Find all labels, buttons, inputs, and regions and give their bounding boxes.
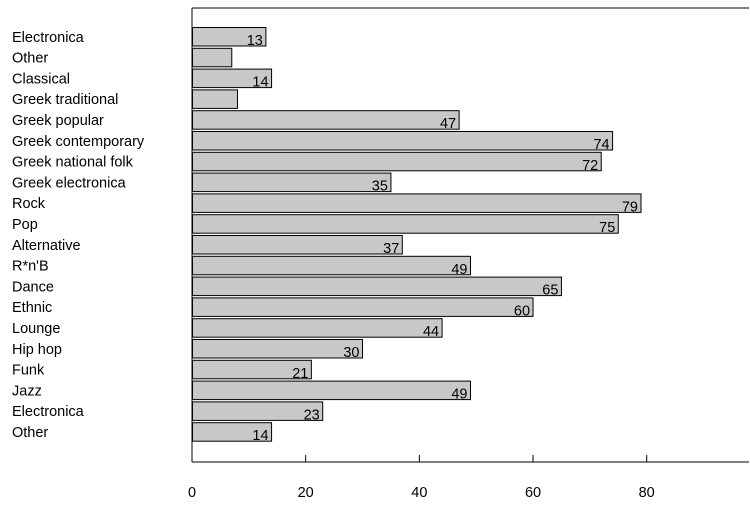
bar — [192, 151, 602, 172]
bar — [192, 380, 471, 401]
category-label: Funk — [12, 363, 45, 379]
bar — [192, 339, 364, 359]
bar — [192, 276, 562, 297]
category-label: Greek popular — [12, 113, 104, 129]
value-label: 23 — [304, 407, 320, 423]
category-label: Greek electronica — [12, 175, 127, 191]
category-label: Dance — [12, 279, 54, 295]
bar — [192, 193, 642, 213]
bar — [192, 214, 619, 234]
category-label: R*n'B — [12, 259, 49, 275]
value-label: 65 — [542, 283, 558, 299]
category-label: Greek contemporary — [12, 134, 145, 150]
value-labels: 13 14 47 74 72 35 79 75 37 49 65 60 44 30 21 49 23 14 — [247, 33, 638, 444]
value-label: 72 — [582, 158, 598, 174]
value-label: 75 — [599, 220, 615, 236]
bar — [192, 297, 534, 317]
value-label: 74 — [593, 137, 609, 153]
category-label: Greek traditional — [12, 92, 118, 108]
value-label: 35 — [372, 179, 388, 195]
bar — [192, 359, 312, 380]
bar — [192, 131, 614, 151]
category-label: Electronica — [12, 404, 85, 420]
category-label: Pop — [12, 217, 38, 233]
bar — [192, 235, 403, 255]
x-tick-label: 40 — [411, 485, 427, 501]
category-label: Hip hop — [12, 342, 62, 358]
bar — [192, 47, 233, 68]
bar — [192, 318, 443, 338]
value-label: 13 — [247, 33, 263, 49]
category-label: Greek national folk — [12, 155, 134, 171]
category-label: Other — [12, 425, 48, 441]
category-label: Rock — [12, 196, 46, 212]
bar — [192, 27, 267, 47]
value-label: 14 — [252, 428, 268, 444]
bar — [192, 89, 238, 109]
x-tick-label: 80 — [639, 485, 655, 501]
value-label: 30 — [343, 345, 359, 361]
bar — [192, 68, 273, 89]
category-label: Jazz — [12, 383, 42, 399]
category-label: Ethnic — [12, 300, 52, 316]
x-tick-label: 0 — [188, 485, 196, 501]
category-label: Alternative — [12, 238, 81, 254]
category-label: Other — [12, 51, 48, 67]
value-label: 49 — [451, 262, 467, 278]
value-label: 60 — [514, 303, 530, 319]
bars-group — [192, 27, 642, 442]
value-label: 49 — [451, 387, 467, 403]
category-label: Classical — [12, 71, 70, 87]
value-label: 21 — [292, 366, 308, 382]
value-label: 44 — [423, 324, 439, 340]
category-label: Electronica — [12, 30, 85, 46]
bar — [192, 255, 471, 276]
value-label: 14 — [252, 75, 268, 91]
x-axis-ticks: 0 20 40 60 80 — [188, 455, 655, 501]
bar — [192, 172, 392, 193]
bar — [192, 401, 324, 421]
value-label: 79 — [622, 199, 638, 215]
category-labels: Electronica Other Classical Greek tradition… — [12, 30, 145, 441]
x-tick-label: 20 — [298, 485, 314, 501]
value-label: 37 — [383, 241, 399, 257]
bar — [192, 422, 273, 442]
value-label: 47 — [440, 116, 456, 132]
x-tick-label: 60 — [525, 485, 541, 501]
category-label: Lounge — [12, 321, 60, 337]
bar — [192, 110, 460, 130]
